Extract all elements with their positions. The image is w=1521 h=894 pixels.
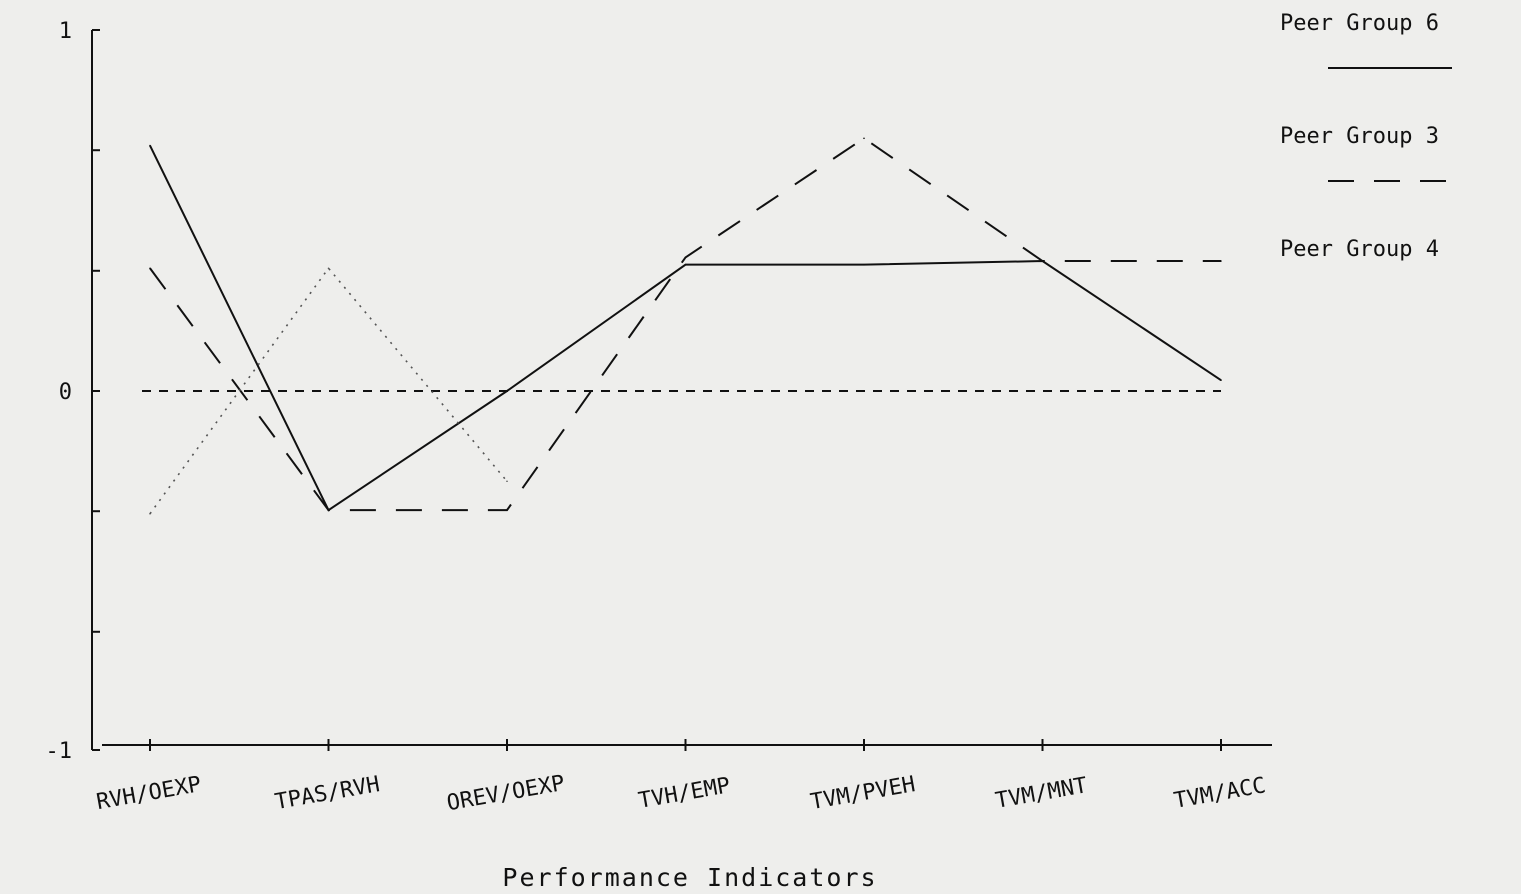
data-point xyxy=(327,267,330,270)
x-tick-label: OREV/OEXP xyxy=(445,771,567,816)
x-tick-label: TVM/PVEH xyxy=(809,772,918,815)
data-point xyxy=(1041,260,1044,262)
series-line-1 xyxy=(149,145,1222,512)
legend-label: Peer Group 6 xyxy=(1280,11,1439,36)
y-tick-label: -1 xyxy=(46,739,73,764)
y-tick-label: 0 xyxy=(59,380,72,405)
series-line-2 xyxy=(149,137,1221,512)
x-tick-label: TVH/EMP xyxy=(637,773,733,814)
data-point xyxy=(684,263,687,266)
data-point xyxy=(149,512,151,515)
data-point xyxy=(1220,379,1222,381)
data-point xyxy=(863,137,865,140)
data-point xyxy=(506,480,508,483)
x-tick-label: RVH/OEXP xyxy=(95,772,204,815)
data-point xyxy=(149,267,151,270)
legend-label: Peer Group 3 xyxy=(1280,124,1439,149)
data-point xyxy=(327,509,330,511)
y-tick-labels: -1 0 1 xyxy=(46,19,100,764)
x-tick-label: TVM/ACC xyxy=(1172,773,1268,814)
data-point xyxy=(1220,260,1222,262)
series-layer xyxy=(149,137,1222,515)
x-tick-labels: RVH/OEXP TPAS/RVH OREV/OEXP TVH/EMP TVM/PVEH… xyxy=(95,739,1268,816)
data-point xyxy=(863,263,865,266)
legend: Peer Group 6 Peer Group 3 Peer Group 4 xyxy=(1280,11,1452,262)
legend-label: Peer Group 4 xyxy=(1280,237,1439,262)
data-point xyxy=(149,144,151,147)
x-axis-title: Performance Indicators xyxy=(502,863,877,892)
data-point xyxy=(506,390,508,392)
x-tick-label: TVM/MNT xyxy=(994,773,1090,814)
data-point xyxy=(506,509,508,511)
y-tick-label: 1 xyxy=(59,19,72,44)
series-line-3 xyxy=(149,266,508,515)
x-tick-label: TPAS/RVH xyxy=(273,772,382,815)
data-point xyxy=(684,256,687,259)
